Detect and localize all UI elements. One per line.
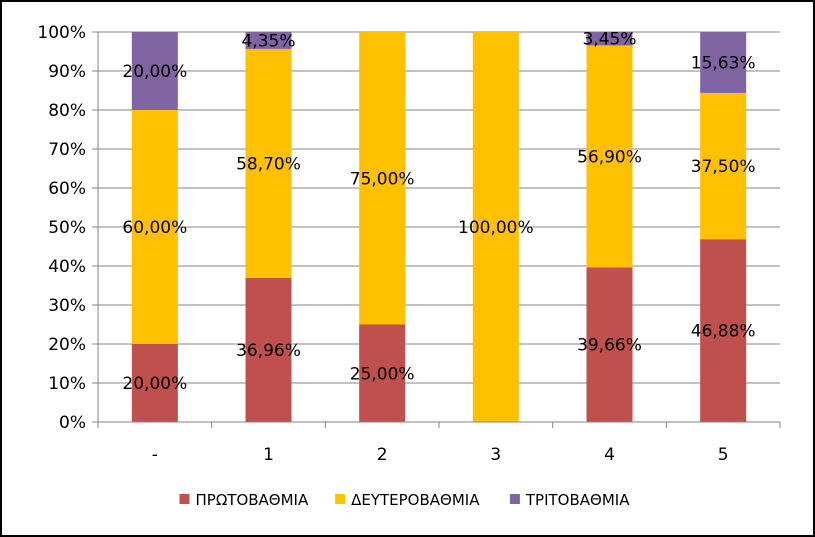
legend-swatch [179,494,190,504]
x-tick-label: 5 [718,445,729,465]
bar-segment [131,344,178,422]
legend-label: ΤΡΙΤΟΒΑΘΜΙΑ [525,491,630,509]
data-label: 20,00% [122,374,187,394]
data-label: 36,96% [236,341,301,361]
y-tick-label: 50% [48,218,86,238]
y-tick-label: 80% [48,101,86,121]
legend-label: ΠΡΩΤΟΒΑΘΜΙΑ [196,491,309,509]
data-label: 46,88% [691,322,756,342]
data-label: 100,00% [458,218,534,238]
data-label: 4,35% [241,31,295,51]
x-tick-label: - [152,445,158,465]
bar-segment [700,239,747,422]
y-tick-label: 70% [48,140,86,160]
x-tick-label: 2 [377,445,388,465]
axes: 0% 10% 20% 30% 40% 50% 60% 70% 80% 90% 100% - 1 2 3 4 5 [37,23,781,465]
bar-segment [245,48,292,278]
bar-segment [245,277,292,422]
y-tick-label: 100% [37,23,86,43]
y-tick-label: 30% [48,296,86,316]
y-tick-label: 40% [48,257,86,277]
data-label: 25,00% [350,364,415,384]
data-label: 56,90% [577,147,642,167]
bar-segment [359,324,406,422]
bar-segment [245,31,292,49]
data-label: 37,50% [691,157,756,177]
x-tick-label: 3 [490,445,501,465]
y-tick-label: 90% [48,62,86,82]
bar-segment [586,267,633,422]
bar-segment [359,32,406,325]
bar-segment [131,32,178,110]
x-tick-label: 1 [263,445,274,465]
bar-segment [131,110,178,344]
data-label: 39,66% [577,336,642,356]
legend-swatch [509,494,520,504]
legend: ΠΡΩΤΟΒΑΘΜΙΑ ΔΕΥΤΕΡΟΒΑΘΜΙΑ ΤΡΙΤΟΒΑΘΜΙΑ [179,491,630,509]
bar-segment [472,32,519,422]
data-label: 20,00% [122,62,187,82]
bars [131,31,747,422]
y-tick-label: 10% [48,374,86,394]
bar-segment [700,31,747,93]
data-label: 58,70% [236,154,301,174]
bar-segment [586,31,633,46]
data-label: 15,63% [691,53,756,73]
y-tick-label: 20% [48,335,86,355]
y-tick-label: 60% [48,179,86,199]
data-label: 60,00% [122,218,187,238]
x-tick-label: 4 [604,445,615,465]
legend-swatch [335,494,346,504]
y-tick-label: 0% [59,413,86,433]
data-label: 75,00% [350,169,415,189]
legend-label: ΔΕΥΤΕΡΟΒΑΘΜΙΑ [351,491,480,509]
gridlines [98,31,780,384]
bar-segment [700,92,747,240]
data-label: 3,45% [582,30,636,50]
data-labels: 20,00% 60,00% 20,00% 36,96% 58,70% 4,35% 25,00… [122,30,755,394]
bar-segment [586,45,633,268]
